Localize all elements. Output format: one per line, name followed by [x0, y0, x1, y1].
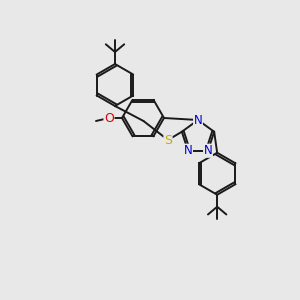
- Text: N: N: [194, 113, 202, 127]
- Text: N: N: [204, 144, 212, 157]
- Text: N: N: [184, 144, 192, 157]
- Text: O: O: [104, 112, 114, 124]
- Text: S: S: [164, 134, 172, 146]
